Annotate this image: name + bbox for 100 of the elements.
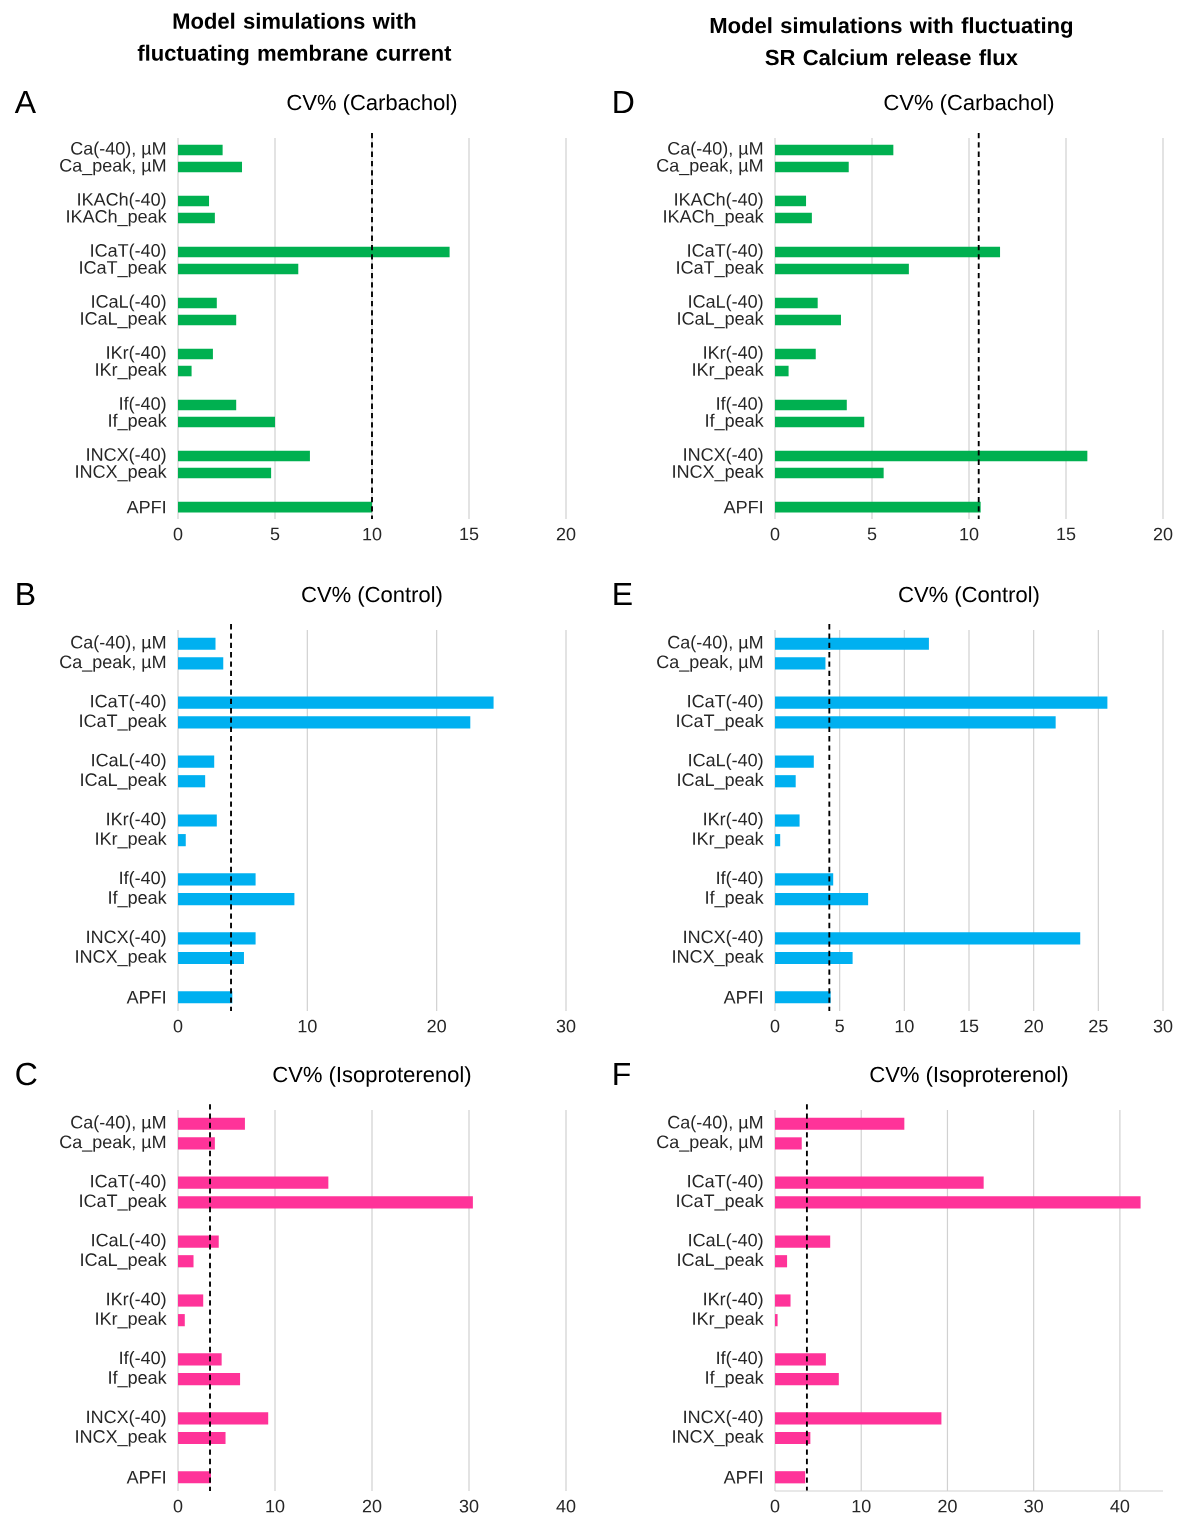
y-tick-label: Ca(-40), µM [668, 635, 763, 653]
y-tick-label: INCX(-40) [684, 1409, 763, 1427]
y-tick-label: IKr_peak [96, 831, 167, 849]
x-tick-label: 40 [1110, 1499, 1130, 1513]
y-tick-label: IKr_peak [96, 362, 167, 380]
y-tick-label: APFI [723, 500, 762, 514]
y-tick-label: ICaL(-40) [92, 753, 166, 770]
y-tick-label: If_peak [109, 890, 167, 908]
x-tick-label: 0 [173, 1019, 183, 1033]
y-tick-label: ICaT_peak [80, 1193, 167, 1211]
y-tick-label: INCX_peak [76, 1429, 167, 1447]
chart-title: CV% (Isoproterenol) [870, 1066, 1068, 1087]
y-tick-label: ICaL_peak [81, 1252, 167, 1270]
y-tick-label: INCX_peak [673, 464, 764, 482]
text: E [614, 583, 632, 606]
y-tick-label: If(-40) [717, 871, 763, 888]
text: C [16, 1062, 37, 1086]
y-tick-label: ICaT(-40) [688, 243, 763, 261]
y-tick-label: ICaT(-40) [91, 694, 166, 712]
y-tick-label: IKACh_peak [67, 209, 167, 227]
x-tick-label: 15 [1057, 527, 1076, 541]
x-tick-label: 0 [770, 527, 780, 541]
y-tick-label: If(-40) [120, 1351, 166, 1368]
text: Model simulations with fluctuating membrane current [137, 12, 452, 66]
y-tick-label: Ca_peak, µM [60, 1135, 166, 1152]
x-tick-label: 0 [173, 527, 183, 541]
y-tick-label: INCX(-40) [87, 447, 166, 465]
y-tick-label: INCX_peak [76, 949, 167, 967]
y-tick-label: INCX_peak [673, 949, 764, 967]
y-tick-label: If_peak [706, 413, 764, 431]
y-tick-label: IKr_peak [693, 831, 764, 849]
x-tick-label: 10 [266, 1499, 285, 1513]
y-tick-label: IKr(-40) [107, 345, 166, 363]
x-tick-label: 15 [460, 527, 479, 541]
y-tick-label: INCX(-40) [684, 447, 763, 465]
y-tick-label: ICaL_peak [81, 772, 167, 790]
y-tick-label: ICaL(-40) [92, 294, 166, 312]
y-tick-label: INCX(-40) [87, 1409, 166, 1427]
x-tick-label: 20 [1153, 527, 1173, 541]
y-tick-label: If_peak [109, 413, 167, 431]
y-tick-label: IKACh(-40) [675, 192, 763, 210]
y-tick-label: IKr(-40) [704, 812, 763, 829]
x-tick-label: 10 [852, 1499, 871, 1513]
text: Model simulations with fluctuating SR Calcium release flux [710, 17, 1073, 66]
x-tick-label: 5 [835, 1019, 844, 1033]
y-tick-label: ICaT(-40) [688, 1174, 763, 1192]
y-tick-label: APFI [723, 1471, 762, 1484]
y-tick-label: INCX_peak [673, 1429, 764, 1447]
y-tick-label: ICaL(-40) [689, 1233, 763, 1250]
y-tick-label: IKACh(-40) [78, 192, 166, 210]
y-tick-label: ICaT_peak [677, 713, 764, 731]
x-tick-label: 30 [556, 1019, 576, 1033]
y-tick-label: Ca_peak, µM [657, 158, 763, 176]
y-tick-label: IKr(-40) [704, 1292, 763, 1309]
y-tick-label: If_peak [109, 1370, 167, 1388]
y-tick-label: ICaT_peak [80, 713, 167, 731]
x-tick-label: 20 [556, 527, 576, 541]
y-tick-label: If(-40) [120, 871, 166, 888]
y-tick-label: ICaT(-40) [91, 243, 166, 261]
y-tick-label: Ca(-40), µM [668, 141, 763, 159]
y-tick-label: ICaT(-40) [91, 1174, 166, 1192]
y-tick-label: Ca(-40), µM [668, 1115, 763, 1133]
y-tick-label: ICaL(-40) [92, 1233, 166, 1250]
y-tick-label: APFI [126, 1471, 165, 1484]
chart-title: CV% (Control) [899, 586, 1039, 607]
text: A [14, 90, 36, 114]
text: D [614, 90, 634, 114]
y-tick-label: ICaL_peak [678, 311, 764, 329]
y-tick-label: INCX(-40) [684, 929, 763, 947]
y-tick-label: APFI [126, 500, 165, 514]
x-tick-label: 20 [938, 1499, 957, 1513]
text: F [614, 1063, 630, 1086]
y-tick-label: ICaT_peak [677, 260, 764, 278]
y-tick-label: ICaL_peak [678, 1252, 764, 1270]
y-tick-label: If(-40) [120, 396, 166, 414]
y-tick-label: IKACh_peak [664, 209, 764, 227]
y-tick-label: Ca(-40), µM [71, 1115, 166, 1133]
y-tick-label: If_peak [706, 1370, 764, 1388]
y-tick-label: INCX(-40) [87, 929, 166, 947]
chart-title: CV% (Carbachol) [884, 94, 1054, 115]
x-tick-label: 20 [362, 1499, 382, 1513]
y-tick-label: ICaL(-40) [689, 753, 763, 770]
x-tick-label: 30 [459, 1499, 479, 1513]
x-tick-label: 30 [1153, 1019, 1173, 1033]
x-tick-label: 5 [867, 527, 877, 541]
y-tick-label: ICaL_peak [81, 311, 167, 329]
y-tick-label: If_peak [706, 890, 764, 908]
x-tick-label: 20 [427, 1019, 446, 1033]
x-tick-label: 0 [770, 1499, 780, 1513]
chart-title: CV% (Control) [302, 586, 442, 607]
x-tick-label: 10 [298, 1019, 317, 1033]
x-tick-label: 10 [960, 527, 979, 541]
y-tick-label: If(-40) [717, 396, 763, 414]
y-tick-label: INCX_peak [76, 464, 167, 482]
y-tick-label: ICaT_peak [677, 1193, 764, 1211]
y-tick-label: Ca_peak, µM [60, 158, 166, 176]
y-tick-label: IKr(-40) [107, 1292, 166, 1309]
y-tick-label: IKr_peak [96, 1311, 167, 1329]
y-tick-label: IKr(-40) [704, 345, 763, 363]
text: B [17, 583, 35, 606]
